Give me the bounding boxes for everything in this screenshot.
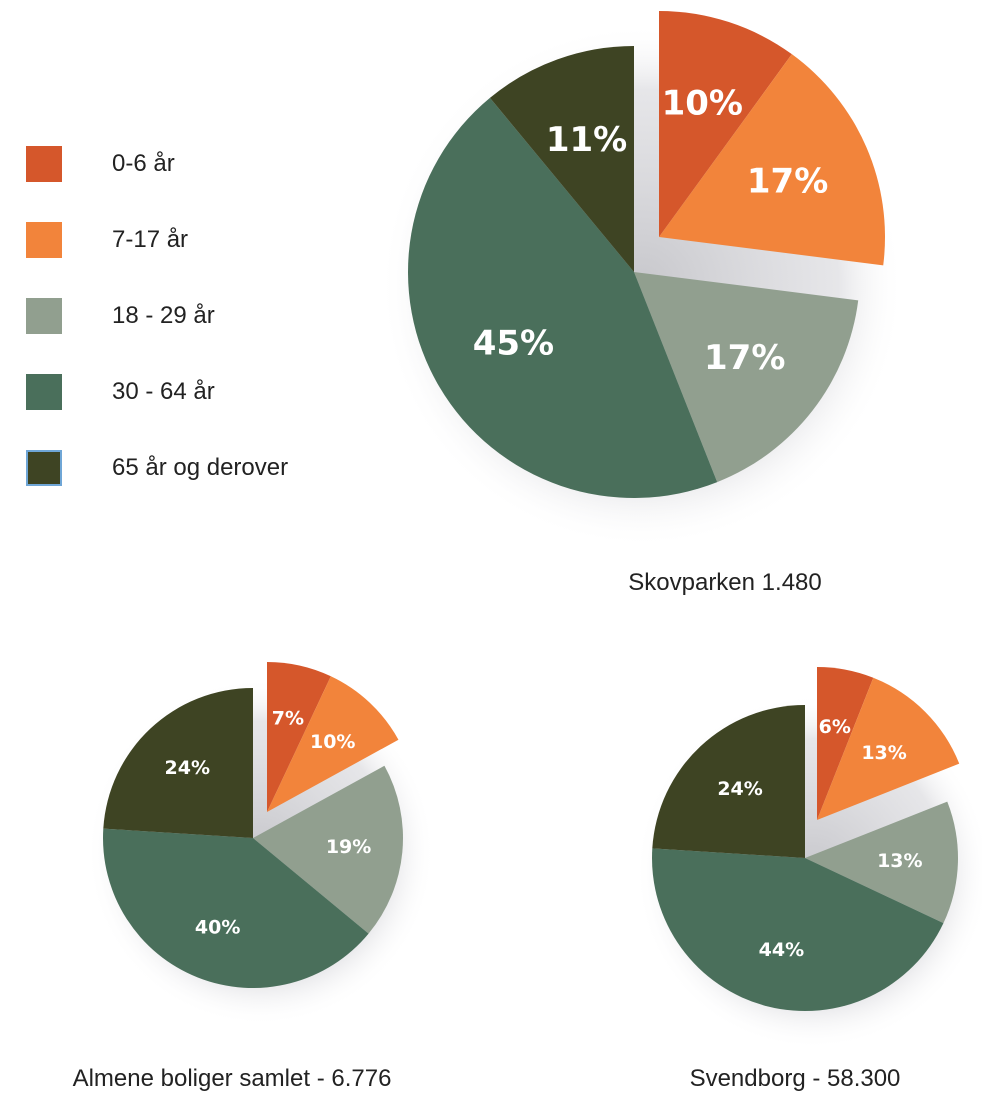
chart-caption: Svendborg - 58.300 (690, 1065, 901, 1092)
pie-slice-65-r-og-derover (103, 688, 253, 838)
pie-chart-almene-boliger: 7% 10% 19% 40% 24% Almene boliger samlet - 6.… (73, 662, 435, 1092)
pie-slice-30-64-r (408, 97, 718, 498)
legend-swatch (26, 374, 62, 410)
data-label-30-64-r: 44% (759, 939, 804, 961)
data-label-65-r-og-derover: 11% (546, 120, 627, 160)
pie-slice-7-17-r (267, 676, 399, 812)
pie-slice-30-64-r (102, 828, 369, 988)
data-label-18-29-r: 13% (877, 850, 922, 872)
legend-label: 18 - 29 år (112, 302, 215, 329)
pie-slice-18-29-r (634, 272, 859, 483)
pie-slice-7-17-r (659, 54, 885, 266)
pie-slice-0-6-r (267, 662, 331, 812)
data-label-30-64-r: 40% (195, 916, 240, 938)
legend-label: 65 år og derover (112, 454, 289, 481)
pie-chart-skovparken: 10%17%17%45%11%Skovparken 1.480 (379, 11, 905, 596)
pie-slice-7-17-r (817, 677, 960, 820)
legend-swatch (26, 222, 62, 258)
chart-caption: Skovparken 1.480 (628, 569, 821, 596)
pie-slice-18-29-r (805, 801, 958, 924)
data-label-65-r-og-derover: 24% (717, 778, 762, 800)
data-label-7-17-r: 13% (861, 742, 906, 764)
legend-item-65-plus: 65 år og derover (26, 448, 288, 488)
data-label-0-6-r: 10% (662, 84, 743, 124)
legend-item-0-6: 0-6 år (26, 144, 175, 184)
pie-slice-65-r-og-derover (652, 705, 805, 858)
legend-label: 0-6 år (112, 150, 175, 177)
legend-item-7-17: 7-17 år (26, 220, 188, 260)
legend-label: 7-17 år (112, 226, 189, 253)
data-label-18-29-r: 17% (704, 338, 785, 378)
data-label-0-6-r: 6% (819, 716, 851, 738)
legend-swatch (26, 298, 62, 334)
pie-slice-65-r-og-derover (489, 46, 634, 272)
legend-swatch (26, 146, 62, 182)
data-label-0-6-r: 7% (272, 707, 304, 729)
data-label-30-64-r: 45% (473, 323, 554, 363)
pie-chart-svendborg: 6% 13% 13% 44% 24% Svendborg - 58.300 (635, 667, 982, 1092)
pie-slice-0-6-r (817, 667, 874, 820)
data-label-65-r-og-derover: 24% (165, 757, 210, 779)
legend-item-30-64: 30 - 64 år (26, 372, 215, 412)
pie-slice-0-6-r (659, 11, 792, 237)
pie-slice-18-29-r (253, 765, 403, 934)
pie-slice-30-64-r (652, 848, 944, 1011)
legend-swatch (26, 450, 62, 486)
legend-item-18-29: 18 - 29 år (26, 296, 215, 336)
chart-caption: Almene boliger samlet - 6.776 (73, 1065, 392, 1092)
data-label-7-17-r: 17% (747, 161, 828, 201)
legend-label: 30 - 64 år (112, 378, 215, 405)
data-label-18-29-r: 19% (326, 836, 371, 858)
data-label-7-17-r: 10% (310, 731, 355, 753)
